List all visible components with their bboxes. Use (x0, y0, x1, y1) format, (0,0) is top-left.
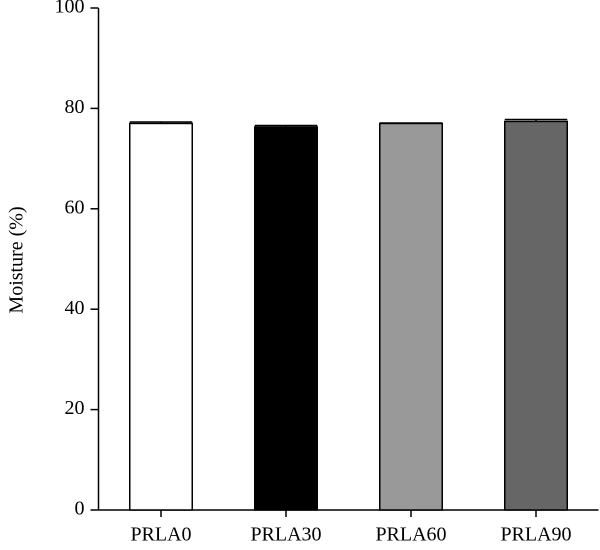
y-tick-label: 40 (65, 297, 85, 319)
bar (254, 126, 318, 511)
bar (504, 120, 568, 511)
x-tick-label: PRLA0 (130, 524, 191, 546)
bar (379, 122, 443, 511)
y-tick-label: 80 (65, 96, 85, 118)
y-tick-label: 20 (65, 397, 85, 419)
x-tick-label: PRLA30 (250, 524, 321, 546)
bar (129, 122, 193, 511)
y-axis-label: Moisture (%) (6, 206, 28, 313)
y-tick-label: 0 (75, 498, 85, 520)
x-tick-label: PRLA90 (500, 524, 571, 546)
x-tick-label: PRLA60 (375, 524, 446, 546)
y-tick-label: 100 (55, 0, 85, 18)
y-tick-label: 60 (65, 196, 85, 218)
